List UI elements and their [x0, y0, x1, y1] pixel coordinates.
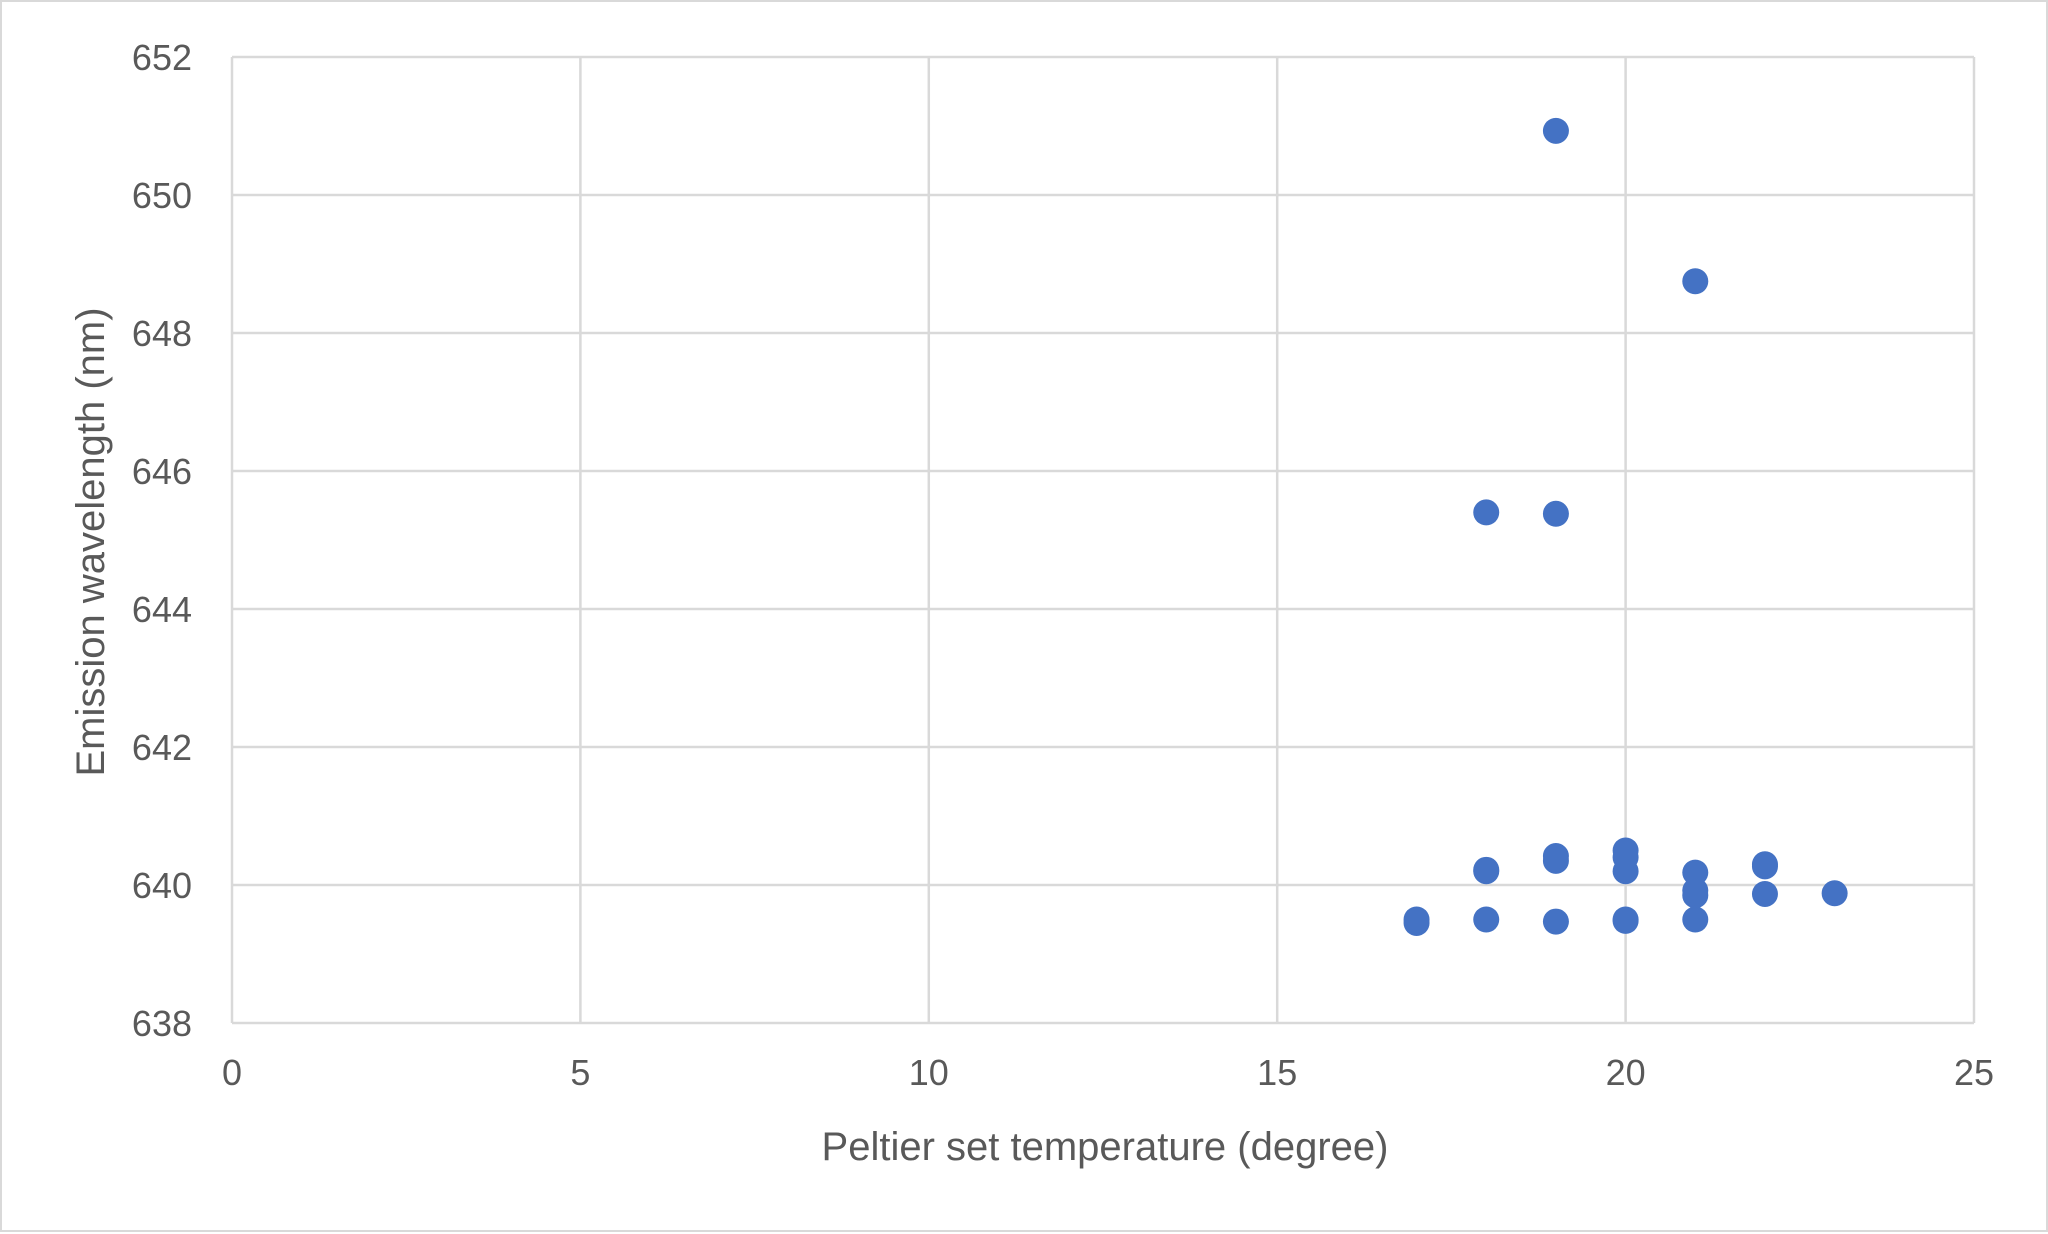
x-tick-label: 15	[1257, 1052, 1297, 1093]
data-point	[1403, 906, 1430, 933]
data-point	[1751, 851, 1778, 878]
y-tick-label: 650	[132, 175, 192, 216]
x-axis-ticks: 0 5 10 15 20 25	[222, 1052, 1994, 1093]
data-point	[1751, 880, 1778, 907]
x-tick-label: 5	[570, 1052, 590, 1093]
data-point	[1682, 877, 1709, 904]
y-tick-label: 644	[132, 589, 192, 630]
x-tick-label: 0	[222, 1052, 242, 1093]
y-tick-label: 646	[132, 451, 192, 492]
data-point	[1542, 500, 1569, 527]
y-tick-label: 652	[132, 37, 192, 78]
y-axis-title: Emission wavelength (nm)	[69, 307, 113, 776]
data-point	[1612, 906, 1639, 933]
gridlines	[230, 55, 1976, 1025]
data-point	[1542, 843, 1569, 870]
data-point	[1473, 906, 1500, 933]
data-points	[1403, 117, 1848, 936]
data-point	[1473, 499, 1500, 526]
x-axis-title: Peltier set temperature (degree)	[822, 1125, 1389, 1169]
x-tick-label: 20	[1606, 1052, 1646, 1093]
y-axis-ticks: 638 640 642 644 646 648 650 652	[132, 37, 192, 1044]
data-point	[1682, 859, 1709, 886]
data-point	[1821, 880, 1848, 907]
data-point	[1682, 906, 1709, 933]
y-tick-label: 642	[132, 727, 192, 768]
data-point	[1682, 268, 1709, 295]
data-point	[1612, 837, 1639, 864]
y-tick-label: 640	[132, 865, 192, 906]
y-tick-label: 638	[132, 1003, 192, 1044]
x-tick-label: 25	[1954, 1052, 1994, 1093]
data-point	[1473, 856, 1500, 883]
data-point	[1542, 117, 1569, 144]
x-tick-label: 10	[909, 1052, 949, 1093]
y-tick-label: 648	[132, 313, 192, 354]
data-point	[1542, 908, 1569, 935]
